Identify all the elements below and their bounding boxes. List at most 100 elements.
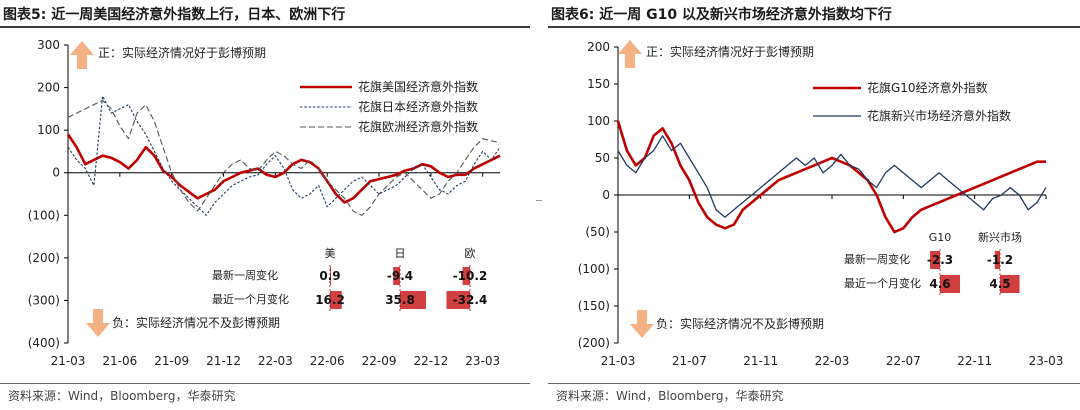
y-tick-label: (50)	[585, 225, 610, 239]
y-tick-label: 200	[37, 81, 60, 95]
change-bar	[330, 267, 331, 285]
y-tick-label: (150)	[578, 299, 610, 313]
series-line-1	[616, 120, 1046, 234]
change-value: 16.2	[315, 293, 345, 307]
change-bar	[446, 291, 470, 309]
x-tick-label: 22-07	[886, 354, 921, 368]
x-tick-label: 22-03	[258, 354, 293, 368]
table-header: 美	[325, 247, 336, 260]
table-header: 欧	[465, 247, 476, 260]
legend-label: 花旗日本经济意外指数	[358, 99, 478, 114]
source-note: 资料来源：Wind，Bloomberg，华泰研究	[8, 389, 236, 403]
y-tick-label: 100	[37, 123, 60, 137]
x-tick-label: 21-09	[154, 354, 189, 368]
y-tick-label: (100)	[578, 262, 610, 276]
series-line-1	[66, 133, 501, 204]
title-rule	[0, 26, 530, 28]
x-tick-label: 21-03	[51, 354, 86, 368]
change-value: -9.4	[387, 269, 413, 283]
change-bar	[330, 291, 342, 309]
table-row-label: 最新一周变化	[844, 252, 910, 266]
table-row-label: 最近一个月变化	[844, 276, 921, 290]
chart-title: 图表6: 近一周 G10 以及新兴市场经济意外指数均下行	[551, 7, 892, 23]
change-bar	[1000, 275, 1020, 293]
negative-note: 负：实际经济情况不及彭博预期	[656, 316, 824, 331]
y-tick-label: (200)	[28, 251, 60, 265]
change-value: -2.3	[927, 253, 953, 267]
y-tick-label: (400)	[28, 336, 60, 350]
up-arrow-icon	[618, 40, 642, 68]
change-bar	[930, 251, 940, 269]
title-rule	[548, 26, 1080, 28]
change-bar	[940, 275, 960, 293]
chart-title: 图表5: 近一周美国经济意外指数上行，日本、欧洲下行	[3, 7, 346, 23]
y-tick-label: 150	[587, 77, 610, 91]
change-value: -32.4	[453, 293, 488, 307]
source-note: 资料来源：Wind，Bloomberg，华泰研究	[556, 389, 784, 403]
change-bar	[400, 291, 426, 309]
x-tick-label: 22-09	[362, 354, 397, 368]
change-value: -10.2	[453, 269, 488, 283]
x-tick-label: 23-03	[465, 354, 500, 368]
x-tick-label: 22-06	[310, 354, 345, 368]
table-row-label: 最近一个月变化	[212, 292, 289, 306]
table-header: 日	[395, 247, 406, 260]
x-tick-label: 23-03	[1029, 354, 1064, 368]
chart-panel-us-jp-eu: 图表5: 近一周美国经济意外指数上行，日本、欧洲下行 300 200 100 0 (10…	[0, 0, 530, 410]
change-bar	[393, 267, 400, 285]
chart-surprise-index-g10-em: 200 150 100 50 0 (50) (100) (150) (200) 21-03 21-0…	[578, 40, 1064, 368]
change-bar	[462, 267, 470, 285]
negative-note: 负：实际经济情况不及彭博预期	[112, 315, 280, 330]
legend-label: 花旗美国经济意外指数	[358, 79, 478, 94]
y-tick-label: 0	[52, 166, 60, 180]
series-lines	[616, 120, 1047, 234]
x-tick-label: 22-11	[957, 354, 992, 368]
change-value: 35.8	[385, 293, 415, 307]
y-tick-label: (200)	[578, 336, 610, 350]
y-tick-label: (100)	[28, 208, 60, 222]
down-arrow-icon	[630, 310, 654, 338]
x-tick-label: 21-03	[601, 354, 636, 368]
series-line-3	[67, 99, 501, 216]
down-arrow-icon	[86, 309, 110, 337]
x-tick-label: 22-12	[413, 354, 448, 368]
x-tick-label: 22-03	[815, 354, 850, 368]
chart-surprise-index-us-jp-eu: 300 200 100 0 (100) (200) (300) (400) 21-03 21-06…	[28, 38, 501, 368]
chart-title-bar: 图表6: 近一周 G10 以及新兴市场经济意外指数均下行	[548, 0, 1080, 27]
source-rule	[0, 383, 530, 384]
table-row-label: 最新一周变化	[212, 268, 278, 282]
y-tick-label: 0	[602, 188, 610, 202]
source-rule	[548, 383, 1080, 384]
y-tick-label: 50	[595, 151, 610, 165]
table-header: G10	[929, 231, 952, 244]
chart-panel-g10-em: 图表6: 近一周 G10 以及新兴市场经济意外指数均下行 200 150 100 50…	[548, 0, 1080, 410]
x-tick-label: 21-07	[672, 354, 707, 368]
chart-title-bar: 图表5: 近一周美国经济意外指数上行，日本、欧洲下行	[0, 0, 530, 27]
series-lines	[66, 95, 501, 216]
y-tick-label: 100	[587, 114, 610, 128]
change-bar	[994, 251, 1000, 269]
positive-note: 正：实际经济情况好于彭博预期	[98, 45, 266, 60]
table-header: 新兴市场	[978, 230, 1022, 244]
change-value: 4.5	[989, 277, 1010, 291]
panel-divider	[536, 200, 542, 201]
y-tick-label: (300)	[28, 293, 60, 307]
axes: 200 150 100 50 0 (50) (100) (150) (200) 21-03 21-0…	[578, 40, 1064, 368]
series-line-2	[617, 135, 1047, 218]
legend-label: 花旗G10经济意外指数	[867, 80, 988, 95]
y-tick-label: 300	[37, 38, 60, 52]
x-tick-label: 21-11	[743, 354, 778, 368]
x-tick-label: 21-06	[102, 354, 137, 368]
y-tick-label: 200	[587, 40, 610, 54]
change-value: 0.9	[319, 269, 340, 283]
change-value: 4.6	[929, 277, 950, 291]
change-value: -1.2	[987, 253, 1013, 267]
series-line-2	[67, 95, 501, 216]
legend-label: 花旗欧洲经济意外指数	[358, 119, 478, 134]
up-arrow-icon	[70, 41, 94, 69]
positive-note: 正：实际经济情况好于彭博预期	[646, 44, 814, 59]
x-tick-label: 21-12	[206, 354, 241, 368]
legend-label: 花旗新兴市场经济意外指数	[867, 108, 1011, 123]
